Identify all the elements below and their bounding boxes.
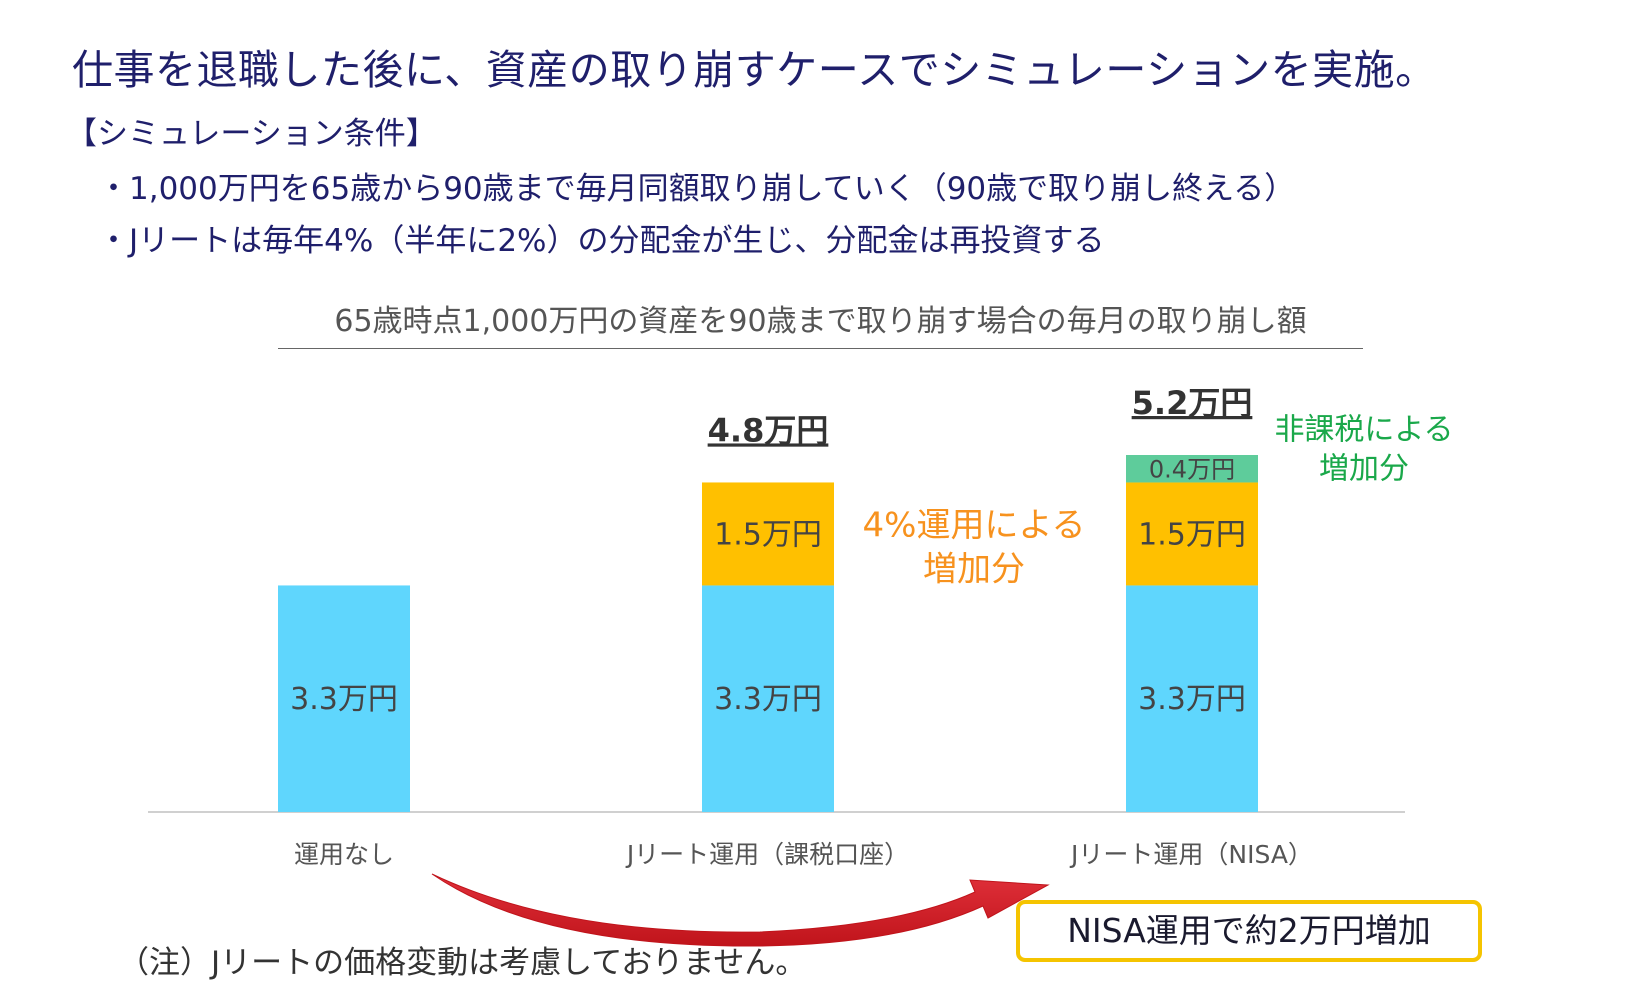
bar-total-label-2: 4.8万円 (708, 411, 829, 449)
curved-arrow-icon (431, 873, 1050, 947)
bar-label-3-2: 1.5万円 (1138, 517, 1246, 552)
category-label-1: 運用なし (294, 840, 394, 869)
bar-label-2-2: 1.5万円 (714, 517, 822, 552)
annotation-yield-line-1: 4%運用による (863, 506, 1086, 546)
annotation-taxfree-line-2: 増加分 (1319, 452, 1409, 487)
condition-item-2: ・Jリートは毎年4%（半年に2%）の分配金が生じ、分配金は再投資する (98, 223, 1105, 259)
bar-label-3-3: 0.4万円 (1149, 456, 1235, 484)
bar-segment-3-2 (1126, 482, 1258, 586)
annotation-taxfree-line-1: 非課税による (1274, 413, 1453, 448)
chart-title: 65歳時点1,000万円の資産を90歳まで取り崩す場合の毎月の取り崩し額 (278, 296, 1363, 349)
category-label-3: Jリート運用（NISA） (1069, 840, 1313, 869)
bar-segment-2-2 (702, 482, 834, 586)
bar-label-2-1: 3.3万円 (714, 682, 822, 717)
bar-segment-3-3 (1126, 455, 1258, 483)
bar-segment-2-1 (702, 585, 834, 812)
bar-segment-1-1 (278, 585, 410, 812)
conditions-title: 【シミュレーション条件】 (66, 116, 437, 152)
footnote: （注）Jリートの価格変動は考慮しておりません。 (118, 945, 807, 981)
condition-item-1: ・1,000万円を65歳から90歳まで毎月同額取り崩していく（90歳で取り崩し終… (98, 171, 1296, 207)
annotation-yield-line-2: 増加分 (923, 550, 1025, 590)
category-label-2: Jリート運用（課税口座） (625, 840, 909, 869)
page-headline: 仕事を退職した後に、資産の取り崩すケースでシミュレーションを実施。 (72, 46, 1437, 94)
bar-segment-3-1 (1126, 585, 1258, 812)
nisa-callout: NISA運用で約2万円増加 (1016, 900, 1482, 962)
bar-total-label-3: 5.2万円 (1132, 384, 1253, 422)
bar-label-1-1: 3.3万円 (290, 682, 398, 717)
bar-label-3-1: 3.3万円 (1138, 682, 1246, 717)
